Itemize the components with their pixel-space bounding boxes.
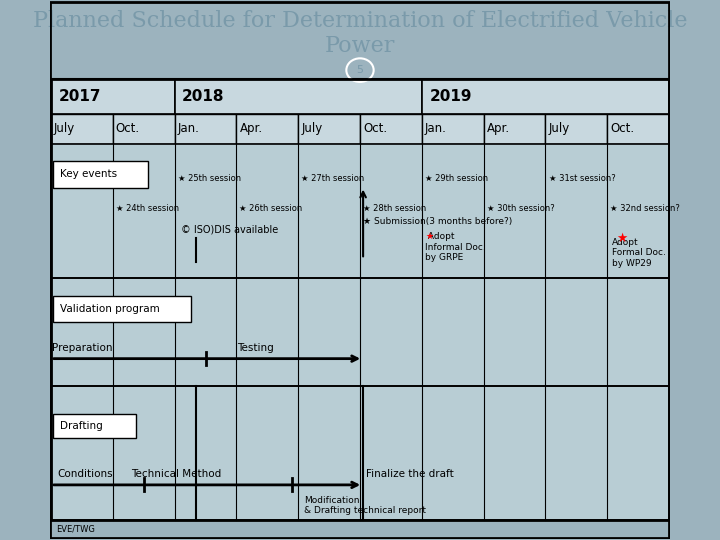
Bar [51,79,174,114]
Text: Conditions: Conditions [57,469,113,479]
Text: ★ 30th session?: ★ 30th session? [487,204,554,213]
Bar [174,79,422,114]
Text: July: July [54,123,75,136]
Text: Adopt
Formal Doc.
by WP29: Adopt Formal Doc. by WP29 [612,238,666,267]
Text: © ISO)DIS available: © ISO)DIS available [181,225,278,235]
Text: 2018: 2018 [182,89,225,104]
Text: Jan.: Jan. [425,123,447,136]
Bar [174,114,236,144]
Text: ★: ★ [425,232,433,241]
Bar [51,278,669,386]
Text: ★ 25th session: ★ 25th session [178,174,240,183]
FancyBboxPatch shape [53,296,192,322]
Bar [298,114,360,144]
Text: ★ 28th session: ★ 28th session [363,204,426,213]
Text: EVE/TWG: EVE/TWG [56,524,95,534]
Text: 5: 5 [356,65,364,75]
Bar [51,79,669,520]
Text: Key events: Key events [60,170,117,179]
Bar [51,114,113,144]
Text: Apr.: Apr. [487,123,510,136]
Text: 2017: 2017 [58,89,101,104]
Text: Drafting: Drafting [60,421,103,431]
Text: Oct.: Oct. [363,123,387,136]
Text: Planned Schedule for Determination of Electrified Vehicle
Power: Planned Schedule for Determination of El… [32,10,688,57]
Text: ★ 29th session: ★ 29th session [425,174,488,183]
Text: Oct.: Oct. [611,123,634,136]
Text: Technical Method: Technical Method [131,469,222,479]
Bar [484,114,546,144]
Text: Apr.: Apr. [240,123,263,136]
Bar [607,114,669,144]
FancyBboxPatch shape [53,414,135,437]
Text: ★: ★ [616,232,628,245]
Text: ★ Submission(3 months before?): ★ Submission(3 months before?) [363,217,513,226]
Text: ★ 31st session?: ★ 31st session? [549,174,616,183]
Text: Oct.: Oct. [116,123,140,136]
Text: Modification
& Drafting technical report: Modification & Drafting technical report [305,496,426,515]
Bar [51,144,669,278]
Text: ★ 24th session: ★ 24th session [116,204,179,213]
Text: Validation program: Validation program [60,303,160,314]
Text: Preparation: Preparation [52,343,112,353]
FancyBboxPatch shape [53,161,148,188]
Bar [422,114,484,144]
Text: July: July [549,123,570,136]
Bar [51,386,669,520]
Text: ★ 26th session: ★ 26th session [240,204,302,213]
Text: Testing: Testing [237,343,274,353]
Text: Jan.: Jan. [178,123,199,136]
Bar [422,79,669,114]
Text: ★ 32nd session?: ★ 32nd session? [611,204,680,213]
Text: Finalize the draft: Finalize the draft [366,469,454,479]
Text: 2019: 2019 [429,89,472,104]
Bar [113,114,174,144]
Text: July: July [301,123,323,136]
Bar [546,114,607,144]
Bar [360,114,422,144]
Bar [236,114,298,144]
Text: ★ 27th session: ★ 27th session [301,174,364,183]
Bar [51,79,669,520]
Text: Adopt
Informal Doc.
by GRPE: Adopt Informal Doc. by GRPE [425,232,486,262]
